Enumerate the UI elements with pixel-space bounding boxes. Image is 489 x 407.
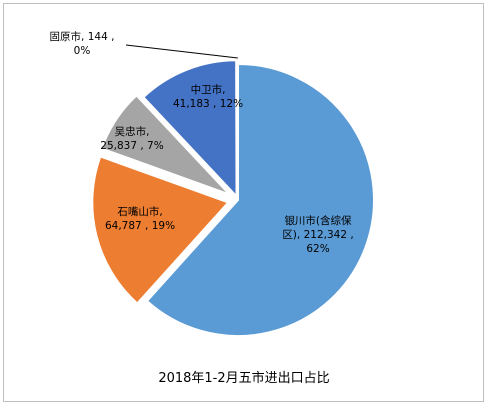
data-label: 石嘴山市, 64,787 , 19% (105, 205, 175, 232)
data-label: 中卫市, 41,183 , 12% (173, 83, 243, 110)
pie-slice (91, 155, 231, 305)
pie-slice (100, 93, 231, 196)
data-labels: 银川市(含综保区), 212,342 , 62% 石嘴山市, 64,787 , 19%… (50, 30, 354, 255)
pie-slices (91, 58, 375, 337)
pie-slice (141, 59, 238, 199)
leader-line (125, 44, 238, 59)
data-label: 银川市(含综保区), 212,342 , 62% (282, 214, 353, 255)
pie-slice (145, 62, 375, 337)
data-label: 固原市, 144 , 0% (50, 30, 115, 57)
chart-title: 2018年1-2月五市进出口占比 (158, 370, 329, 386)
data-label: 吴忠市, 25,837 , 7% (100, 125, 163, 152)
